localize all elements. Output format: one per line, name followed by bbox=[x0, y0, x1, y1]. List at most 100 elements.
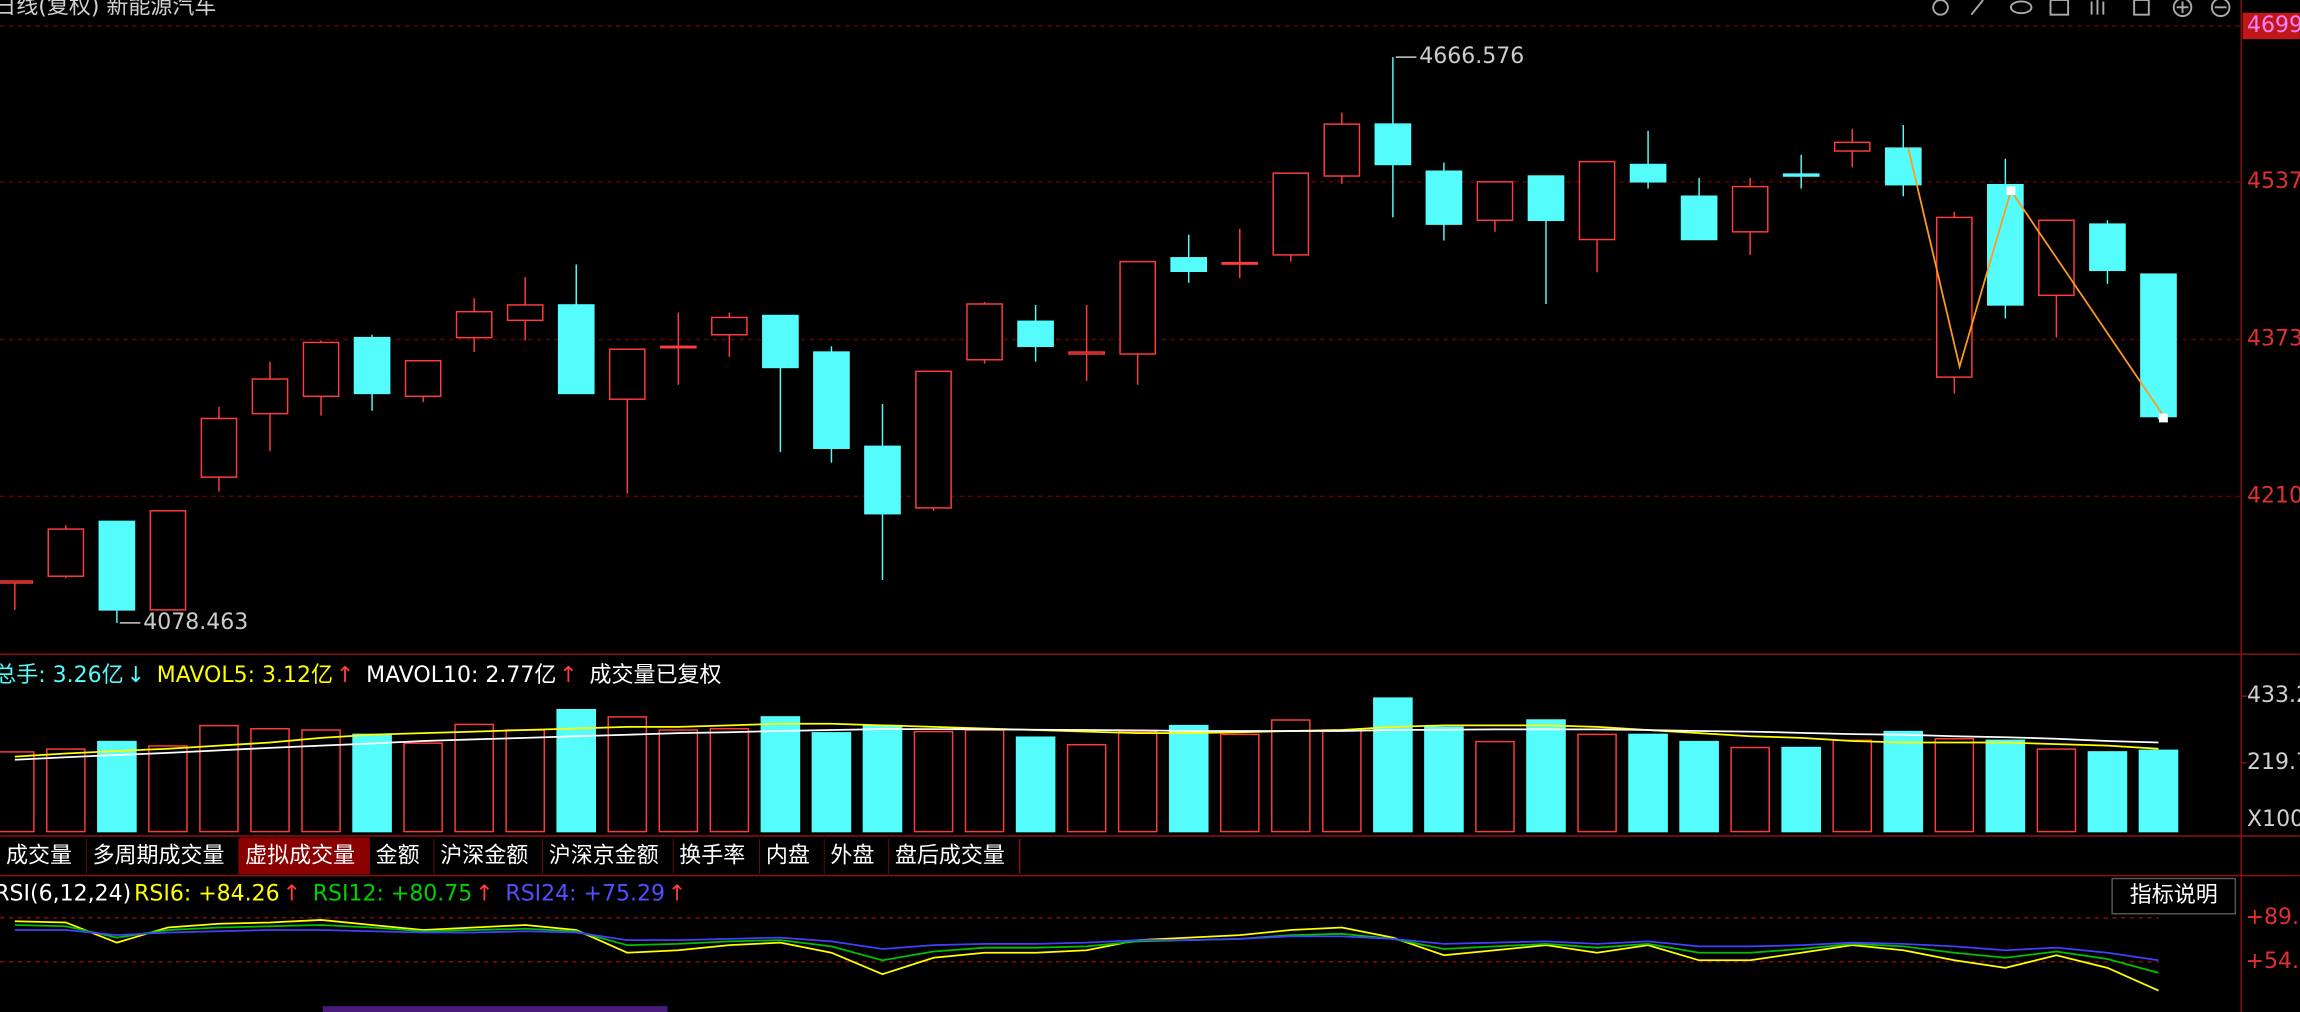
candle-body bbox=[1119, 260, 1157, 355]
eye-icon[interactable] bbox=[2009, 0, 2033, 15]
indicator-header: 成交量已复权 bbox=[589, 663, 721, 688]
indicator-header: ↑ bbox=[668, 882, 686, 907]
box-icon[interactable] bbox=[2049, 0, 2070, 16]
tab[interactable] bbox=[434, 837, 543, 875]
zoom-out-icon[interactable] bbox=[2210, 0, 2231, 18]
tab[interactable] bbox=[369, 837, 435, 875]
candle-body bbox=[251, 378, 289, 415]
volume-bar bbox=[1373, 697, 1413, 833]
y-tick-label: 4699 bbox=[2247, 13, 2300, 38]
volume-bar bbox=[709, 728, 750, 833]
tab[interactable] bbox=[759, 837, 825, 875]
drawing-handle[interactable] bbox=[2006, 186, 2016, 196]
current-price-box bbox=[2242, 12, 2300, 40]
candle-body bbox=[915, 370, 952, 509]
tab-label[interactable]: 沪深京金额 bbox=[549, 844, 659, 869]
candle-body bbox=[2089, 223, 2126, 272]
tab[interactable] bbox=[239, 837, 370, 875]
candle-body bbox=[302, 341, 340, 398]
annotation-label: 4078.463 bbox=[143, 610, 248, 635]
y-tick-label: 4537 bbox=[2247, 169, 2300, 194]
tab[interactable] bbox=[824, 837, 890, 875]
candle-body bbox=[659, 345, 697, 349]
y-tick-label: 4210 bbox=[2247, 483, 2300, 508]
tab[interactable] bbox=[0, 837, 87, 875]
candle-body bbox=[1374, 123, 1412, 166]
volume-bar bbox=[2036, 748, 2077, 833]
y-tick-label: +54.8 bbox=[2246, 949, 2300, 974]
volume-bar bbox=[403, 742, 443, 833]
volume-bar bbox=[964, 729, 1005, 833]
tab-label[interactable]: 成交量 bbox=[6, 844, 72, 869]
tab[interactable] bbox=[889, 837, 1020, 875]
tab-label[interactable]: 金额 bbox=[376, 844, 420, 869]
tab[interactable] bbox=[86, 837, 240, 875]
zoom-in-plus bbox=[2176, 1, 2189, 14]
candle-body bbox=[1221, 261, 1259, 265]
candle-body bbox=[1782, 173, 1820, 177]
volume-bar bbox=[1475, 740, 1515, 833]
volume-bar bbox=[1934, 738, 1975, 833]
volume-bar bbox=[607, 716, 648, 833]
candle-body bbox=[98, 520, 136, 611]
volume-bar bbox=[1679, 740, 1719, 833]
hand-icon[interactable] bbox=[2090, 0, 2105, 15]
annotation-label: 4666.576 bbox=[1419, 44, 1524, 69]
volume-bar bbox=[2087, 751, 2128, 833]
candle-body bbox=[1935, 216, 1973, 378]
tab-label[interactable]: 虚拟成交量 bbox=[245, 844, 355, 869]
volume-bar bbox=[1015, 736, 1056, 833]
candle-body bbox=[711, 316, 748, 336]
volume-bar bbox=[913, 730, 954, 833]
candle-body bbox=[1527, 175, 1565, 222]
volume-bar bbox=[1526, 719, 1566, 833]
window-icon[interactable] bbox=[2133, 0, 2150, 16]
tab-label[interactable]: 内盘 bbox=[766, 844, 810, 869]
drawing-handle[interactable] bbox=[2159, 413, 2168, 423]
y-tick-label: 4373 bbox=[2247, 327, 2300, 352]
indicator-line bbox=[14, 929, 2159, 962]
indicator-header: 总手: 3.26亿 bbox=[0, 663, 124, 688]
candle-body bbox=[506, 304, 544, 322]
volume-bar bbox=[352, 733, 392, 833]
volume-bar bbox=[1730, 746, 1770, 833]
tab[interactable] bbox=[673, 837, 760, 875]
scrollbar[interactable] bbox=[322, 1006, 668, 1012]
candle-body bbox=[813, 351, 850, 450]
candle-body bbox=[1068, 351, 1105, 355]
candle-body bbox=[1017, 320, 1054, 348]
tab-label[interactable]: 换手率 bbox=[679, 844, 745, 869]
tab-label[interactable]: 沪深金额 bbox=[440, 844, 528, 869]
candle-body bbox=[1425, 170, 1463, 225]
zoom-in-icon[interactable] bbox=[2172, 0, 2193, 18]
candle-body bbox=[455, 310, 493, 339]
volume-bar bbox=[148, 745, 188, 833]
help-button-label[interactable]: 指标说明 bbox=[2130, 883, 2218, 908]
axis-unit: X100 bbox=[2247, 807, 2300, 832]
candle-body bbox=[1987, 183, 2024, 306]
volume-bar bbox=[1066, 743, 1107, 833]
volume-bar bbox=[454, 723, 494, 833]
tab-label[interactable]: 外盘 bbox=[830, 844, 874, 869]
volume-bar bbox=[658, 729, 699, 833]
tab-label[interactable]: 盘后成交量 bbox=[895, 844, 1005, 869]
volume-bar bbox=[811, 732, 852, 833]
volume-bar bbox=[556, 708, 597, 833]
volume-bar bbox=[97, 740, 137, 833]
indicator-header: ↑ bbox=[336, 663, 354, 688]
pen-icon[interactable] bbox=[1970, 0, 1984, 16]
candle-body bbox=[864, 445, 901, 515]
candle-body bbox=[1170, 257, 1208, 273]
volume-bar bbox=[1424, 726, 1464, 833]
settings-icon[interactable] bbox=[1932, 0, 1949, 16]
help-button[interactable] bbox=[2111, 877, 2237, 915]
candle-body bbox=[47, 528, 85, 577]
y-tick-label: +89.7 bbox=[2246, 905, 2300, 930]
candle-body bbox=[149, 510, 187, 611]
volume-bar bbox=[505, 729, 545, 833]
volume-bar bbox=[1577, 733, 1617, 833]
y-tick-label: 219.7 bbox=[2247, 750, 2300, 775]
tab-label[interactable]: 多周期成交量 bbox=[93, 844, 225, 869]
indicator-header: ↑ bbox=[475, 882, 493, 907]
tab[interactable] bbox=[542, 837, 674, 875]
